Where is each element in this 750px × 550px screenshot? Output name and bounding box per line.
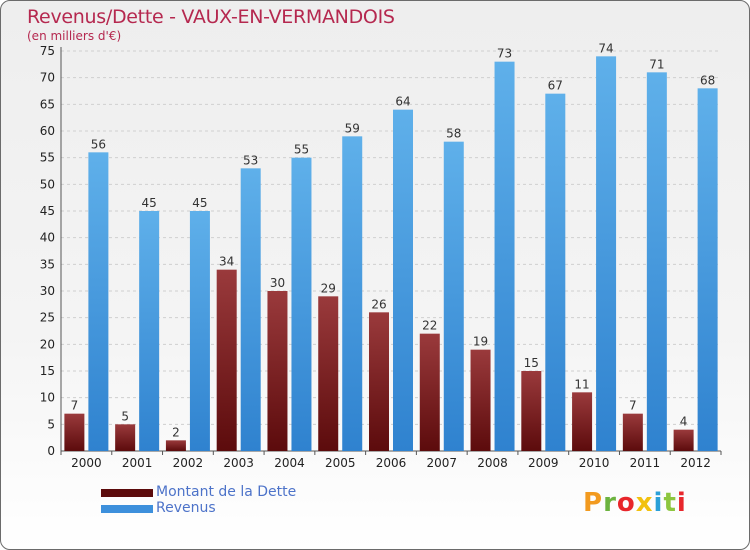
data-label-revenue-2012: 68 bbox=[700, 73, 715, 87]
y-tick-label-70: 70 bbox=[40, 71, 55, 85]
x-tick-label-2002: 2002 bbox=[173, 456, 204, 470]
bar-revenue-2007 bbox=[443, 141, 464, 451]
legend-swatch-debt bbox=[101, 489, 153, 497]
bar-debt-2006 bbox=[369, 312, 389, 451]
data-label-debt-2010: 11 bbox=[574, 377, 589, 391]
legend-label-debt: Montant de la Dette bbox=[156, 484, 297, 500]
y-tick-label-40: 40 bbox=[40, 231, 55, 245]
data-label-debt-2003: 34 bbox=[219, 255, 234, 269]
data-label-revenue-2006: 64 bbox=[395, 95, 410, 109]
bar-debt-2010 bbox=[572, 392, 593, 451]
data-label-debt-2000: 7 bbox=[71, 399, 79, 413]
y-tick-label-60: 60 bbox=[40, 124, 55, 138]
y-tick-label-45: 45 bbox=[40, 204, 55, 218]
data-label-debt-2001: 5 bbox=[121, 409, 129, 423]
data-label-revenue-2004: 55 bbox=[294, 143, 309, 157]
data-label-debt-2012: 4 bbox=[680, 415, 688, 429]
x-tick-label-2011: 2011 bbox=[630, 456, 661, 470]
bar-debt-2003 bbox=[216, 269, 237, 451]
x-tick-label-2007: 2007 bbox=[426, 456, 457, 470]
data-label-revenue-2011: 71 bbox=[649, 57, 664, 71]
logo-letter: i bbox=[653, 488, 664, 518]
y-tick-label-35: 35 bbox=[40, 257, 55, 271]
bar-revenue-2003 bbox=[240, 168, 261, 452]
data-label-debt-2004: 30 bbox=[270, 276, 285, 290]
bar-revenue-2005 bbox=[342, 136, 363, 452]
x-tick-label-2005: 2005 bbox=[325, 456, 356, 470]
bar-revenue-2010 bbox=[596, 56, 617, 451]
logo-letter: r bbox=[603, 488, 617, 518]
data-label-debt-2002: 2 bbox=[172, 425, 180, 439]
bar-revenue-2009 bbox=[545, 93, 566, 452]
bar-revenue-2004 bbox=[291, 157, 312, 451]
data-label-debt-2011: 7 bbox=[629, 399, 637, 413]
data-label-debt-2007: 22 bbox=[422, 319, 437, 333]
legend-swatch-revenue bbox=[101, 505, 153, 513]
y-tick-label-55: 55 bbox=[40, 151, 55, 165]
x-tick-label-2010: 2010 bbox=[579, 456, 610, 470]
y-tick-label-25: 25 bbox=[40, 311, 55, 325]
bar-debt-2004 bbox=[267, 291, 288, 451]
bar-debt-2009 bbox=[521, 371, 542, 451]
chart-title: Revenus/Dette - VAUX-EN-VERMANDOIS bbox=[27, 6, 395, 28]
logo-letter: x bbox=[635, 488, 654, 518]
bar-debt-2012 bbox=[673, 429, 694, 451]
logo-letter: o bbox=[616, 488, 636, 518]
data-label-revenue-2000: 56 bbox=[91, 137, 106, 151]
x-tick-label-2009: 2009 bbox=[528, 456, 559, 470]
x-tick-label-2001: 2001 bbox=[122, 456, 153, 470]
data-label-revenue-2002: 45 bbox=[192, 196, 207, 210]
chart-subtitle: (en milliers d'€) bbox=[27, 29, 122, 43]
y-tick-label-10: 10 bbox=[40, 391, 55, 405]
x-tick-label-2012: 2012 bbox=[680, 456, 711, 470]
x-tick-label-2003: 2003 bbox=[223, 456, 254, 470]
proxiti-logo: Proxiti bbox=[583, 488, 687, 518]
logo-letter: i bbox=[676, 488, 687, 518]
x-tick-label-2000: 2000 bbox=[71, 456, 102, 470]
bar-debt-2005 bbox=[318, 296, 339, 451]
legend-label-revenue: Revenus bbox=[156, 500, 216, 516]
bar-debt-2008 bbox=[470, 349, 491, 451]
bar-revenue-2008 bbox=[494, 61, 515, 452]
data-label-debt-2005: 29 bbox=[321, 281, 336, 295]
x-tick-label-2006: 2006 bbox=[376, 456, 407, 470]
data-label-revenue-2005: 59 bbox=[345, 121, 360, 135]
logo-letter: P bbox=[583, 488, 604, 518]
y-tick-label-5: 5 bbox=[47, 417, 55, 431]
data-label-revenue-2007: 58 bbox=[446, 127, 461, 141]
x-tick-label-2004: 2004 bbox=[274, 456, 305, 470]
data-label-revenue-2009: 67 bbox=[548, 79, 563, 93]
bar-debt-2000 bbox=[64, 413, 85, 451]
x-tick-label-2008: 2008 bbox=[477, 456, 508, 470]
bar-revenue-2011 bbox=[646, 72, 667, 451]
data-label-debt-2008: 19 bbox=[473, 335, 488, 349]
data-label-debt-2009: 15 bbox=[524, 356, 539, 370]
bar-revenue-2001 bbox=[139, 211, 160, 451]
data-label-debt-2006: 26 bbox=[371, 297, 386, 311]
y-tick-label-30: 30 bbox=[40, 284, 55, 298]
bar-revenue-2012 bbox=[697, 88, 718, 451]
bar-debt-2007 bbox=[419, 333, 440, 451]
data-label-revenue-2003: 53 bbox=[243, 153, 258, 167]
y-tick-label-20: 20 bbox=[40, 337, 55, 351]
data-label-revenue-2010: 74 bbox=[598, 41, 613, 55]
y-tick-label-65: 65 bbox=[40, 97, 55, 111]
y-tick-label-75: 75 bbox=[40, 44, 55, 58]
y-tick-label-50: 50 bbox=[40, 177, 55, 191]
bar-revenue-2000 bbox=[88, 152, 109, 452]
bar-revenue-2006 bbox=[393, 109, 413, 452]
y-tick-label-15: 15 bbox=[40, 364, 55, 378]
bar-debt-2002 bbox=[165, 440, 186, 451]
data-label-revenue-2001: 45 bbox=[142, 196, 157, 210]
bar-debt-2011 bbox=[622, 413, 643, 451]
bar-debt-2001 bbox=[115, 424, 136, 451]
logo-letter: t bbox=[663, 488, 677, 518]
data-label-revenue-2008: 73 bbox=[497, 47, 512, 61]
y-tick-label-0: 0 bbox=[47, 444, 55, 458]
bar-revenue-2002 bbox=[189, 211, 210, 451]
